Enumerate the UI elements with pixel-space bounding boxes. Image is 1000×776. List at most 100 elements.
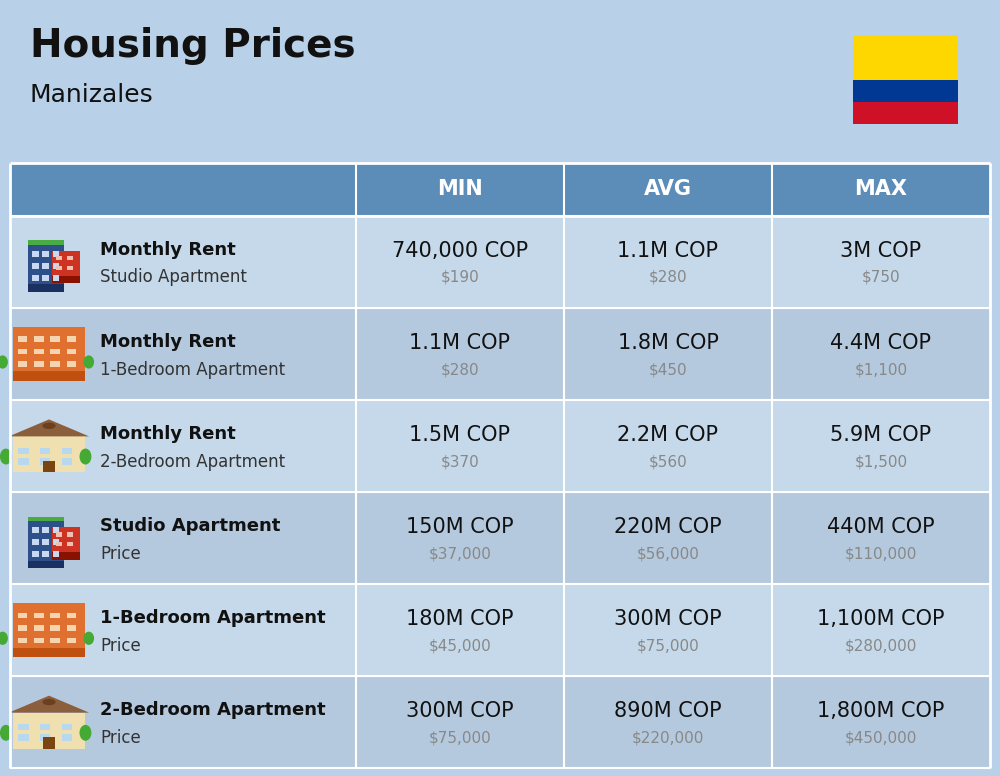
- Bar: [18, 458, 29, 465]
- Bar: [52, 275, 80, 283]
- Bar: [40, 734, 50, 741]
- Bar: [10, 308, 990, 400]
- Text: MIN: MIN: [437, 179, 483, 199]
- Text: 150M COP: 150M COP: [406, 517, 514, 537]
- Text: $37,000: $37,000: [429, 546, 491, 561]
- Text: $280: $280: [649, 270, 687, 285]
- Text: 890M COP: 890M COP: [614, 702, 722, 721]
- Text: $370: $370: [441, 454, 479, 469]
- Text: 1.8M COP: 1.8M COP: [618, 333, 718, 353]
- Bar: [42, 539, 49, 546]
- Bar: [42, 251, 49, 257]
- Bar: [43, 461, 55, 473]
- Bar: [13, 647, 85, 657]
- Bar: [67, 349, 76, 355]
- Text: $560: $560: [649, 454, 687, 469]
- Bar: [62, 458, 72, 465]
- Text: 1-Bedroom Apartment: 1-Bedroom Apartment: [100, 609, 326, 627]
- Bar: [53, 551, 59, 557]
- Bar: [42, 275, 49, 281]
- Ellipse shape: [83, 355, 94, 369]
- Text: $110,000: $110,000: [845, 546, 917, 561]
- Bar: [67, 337, 76, 342]
- Text: Monthly Rent: Monthly Rent: [100, 425, 236, 443]
- Bar: [18, 349, 27, 355]
- Bar: [34, 362, 44, 367]
- Ellipse shape: [42, 423, 56, 429]
- Bar: [34, 337, 44, 342]
- Text: $1,500: $1,500: [854, 454, 908, 469]
- Text: 1.5M COP: 1.5M COP: [410, 425, 510, 445]
- Bar: [18, 448, 29, 454]
- Ellipse shape: [79, 725, 91, 741]
- Text: $750: $750: [862, 270, 900, 285]
- Text: 1,100M COP: 1,100M COP: [817, 609, 945, 629]
- Text: Monthly Rent: Monthly Rent: [100, 333, 236, 351]
- Text: Monthly Rent: Monthly Rent: [100, 241, 236, 259]
- Bar: [10, 492, 990, 584]
- Bar: [52, 251, 80, 283]
- Text: 4.4M COP: 4.4M COP: [830, 333, 932, 353]
- Bar: [67, 532, 73, 537]
- Text: $1,100: $1,100: [854, 362, 908, 377]
- Bar: [853, 35, 958, 80]
- Text: Price: Price: [100, 545, 141, 563]
- Bar: [34, 349, 44, 355]
- Bar: [56, 256, 62, 261]
- Text: 440M COP: 440M COP: [827, 517, 935, 537]
- Bar: [18, 613, 27, 618]
- Ellipse shape: [79, 449, 91, 465]
- Bar: [50, 625, 60, 631]
- Ellipse shape: [0, 632, 8, 645]
- Bar: [40, 724, 50, 730]
- Text: MAX: MAX: [854, 179, 908, 199]
- Text: Studio Apartment: Studio Apartment: [100, 517, 280, 535]
- Bar: [43, 737, 55, 749]
- Bar: [67, 638, 76, 643]
- Text: $220,000: $220,000: [632, 730, 704, 746]
- Bar: [28, 517, 64, 521]
- Bar: [53, 527, 59, 533]
- Text: 1.1M COP: 1.1M COP: [410, 333, 510, 353]
- Text: 2-Bedroom Apartment: 2-Bedroom Apartment: [100, 452, 285, 470]
- Text: 1-Bedroom Apartment: 1-Bedroom Apartment: [100, 361, 285, 379]
- Polygon shape: [9, 695, 89, 712]
- Bar: [13, 712, 85, 749]
- Bar: [42, 551, 49, 557]
- Bar: [10, 163, 990, 216]
- Bar: [853, 102, 958, 124]
- Text: 220M COP: 220M COP: [614, 517, 722, 537]
- Ellipse shape: [0, 355, 8, 369]
- Text: $280: $280: [441, 362, 479, 377]
- Text: 300M COP: 300M COP: [614, 609, 722, 629]
- Ellipse shape: [42, 699, 56, 705]
- Bar: [32, 527, 39, 533]
- Bar: [67, 362, 76, 367]
- Bar: [50, 349, 60, 355]
- Bar: [62, 734, 72, 741]
- Bar: [32, 539, 39, 546]
- Bar: [34, 625, 44, 631]
- Bar: [32, 551, 39, 557]
- Ellipse shape: [83, 632, 94, 645]
- Text: 5.9M COP: 5.9M COP: [830, 425, 932, 445]
- Text: $280,000: $280,000: [845, 639, 917, 653]
- Bar: [13, 327, 85, 371]
- Bar: [50, 638, 60, 643]
- Bar: [853, 79, 958, 102]
- Bar: [34, 613, 44, 618]
- Bar: [62, 448, 72, 454]
- Text: $75,000: $75,000: [429, 730, 491, 746]
- Bar: [50, 337, 60, 342]
- Bar: [40, 458, 50, 465]
- Bar: [62, 724, 72, 730]
- Bar: [34, 638, 44, 643]
- Bar: [13, 603, 85, 647]
- Bar: [67, 613, 76, 618]
- Text: $45,000: $45,000: [429, 639, 491, 653]
- Bar: [32, 263, 39, 269]
- Bar: [28, 521, 64, 568]
- Bar: [42, 527, 49, 533]
- Bar: [50, 362, 60, 367]
- Bar: [52, 527, 80, 559]
